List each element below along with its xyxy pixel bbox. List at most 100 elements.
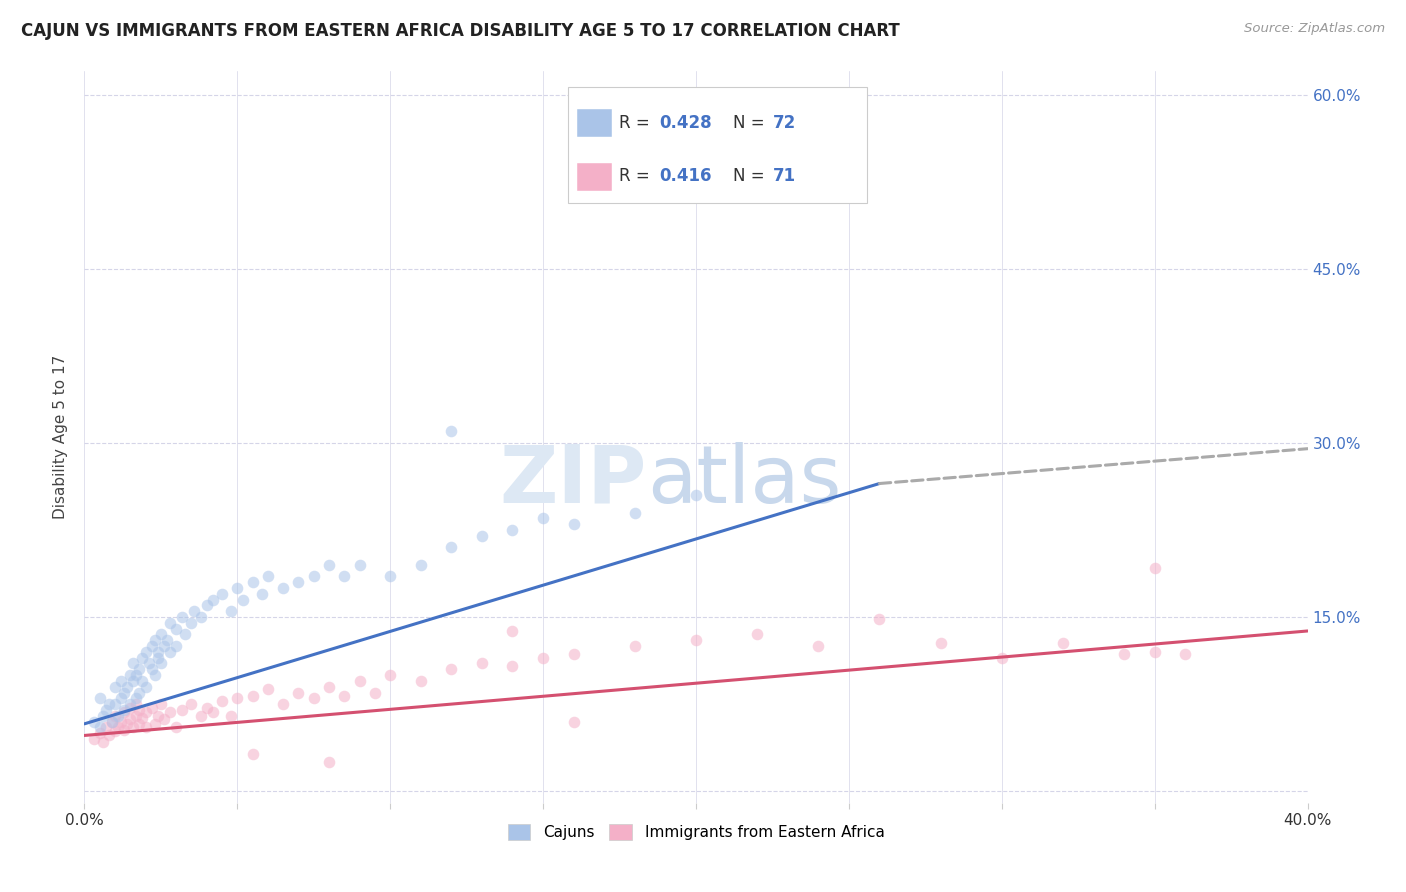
Point: [149, 657, 172, 671]
Point: [242, 689, 264, 703]
Point: [83, 731, 105, 746]
Point: [287, 685, 309, 699]
Point: [349, 558, 371, 572]
Point: [165, 639, 187, 653]
Point: [807, 639, 830, 653]
Point: [669, 169, 692, 183]
Point: [201, 592, 224, 607]
Point: [115, 680, 138, 694]
Point: [333, 569, 356, 583]
Point: [120, 697, 142, 711]
Point: [242, 747, 264, 761]
FancyBboxPatch shape: [568, 87, 868, 203]
Text: 0.416: 0.416: [659, 167, 711, 185]
Point: [869, 612, 891, 626]
Point: [211, 693, 233, 707]
Point: [125, 708, 148, 723]
Point: [141, 662, 163, 676]
Point: [112, 723, 135, 737]
Point: [110, 714, 132, 729]
Point: [287, 575, 309, 590]
Point: [135, 645, 157, 659]
Point: [101, 714, 124, 729]
Point: [180, 615, 202, 630]
Point: [1143, 645, 1166, 659]
Point: [120, 700, 142, 714]
Point: [318, 558, 340, 572]
Point: [242, 575, 264, 590]
Point: [110, 691, 132, 706]
Point: [232, 592, 254, 607]
Point: [409, 673, 432, 688]
Point: [104, 708, 127, 723]
Point: [135, 720, 157, 734]
Point: [128, 716, 150, 731]
Point: [112, 685, 135, 699]
Point: [502, 624, 524, 638]
Point: [531, 650, 554, 665]
Point: [156, 633, 179, 648]
Point: [122, 673, 145, 688]
Point: [143, 633, 166, 648]
Point: [159, 645, 181, 659]
Bar: [578, 163, 612, 191]
Point: [1143, 561, 1166, 575]
Point: [180, 697, 202, 711]
Point: [440, 424, 463, 438]
Point: [471, 657, 494, 671]
Point: [364, 685, 387, 699]
Point: [562, 517, 585, 532]
Point: [91, 735, 114, 749]
Point: [471, 529, 494, 543]
Text: atlas: atlas: [647, 442, 841, 520]
Point: [112, 705, 135, 719]
Point: [94, 703, 117, 717]
Point: [1052, 635, 1074, 649]
Point: [128, 685, 150, 699]
Point: [624, 639, 647, 653]
Point: [125, 697, 148, 711]
Text: CAJUN VS IMMIGRANTS FROM EASTERN AFRICA DISABILITY AGE 5 TO 17 CORRELATION CHART: CAJUN VS IMMIGRANTS FROM EASTERN AFRICA …: [21, 22, 900, 40]
Point: [94, 720, 117, 734]
Point: [135, 680, 157, 694]
Point: [97, 729, 120, 743]
Text: Source: ZipAtlas.com: Source: ZipAtlas.com: [1244, 22, 1385, 36]
Point: [83, 714, 105, 729]
Point: [747, 627, 769, 641]
Point: [143, 716, 166, 731]
Point: [502, 523, 524, 537]
Point: [201, 705, 224, 719]
Point: [104, 680, 127, 694]
Point: [141, 639, 163, 653]
Point: [97, 697, 120, 711]
Point: [110, 673, 132, 688]
Point: [141, 700, 163, 714]
Point: [138, 657, 160, 671]
Point: [128, 662, 150, 676]
Point: [409, 558, 432, 572]
Point: [226, 691, 249, 706]
Point: [250, 587, 273, 601]
Point: [112, 703, 135, 717]
Point: [195, 700, 218, 714]
Point: [104, 723, 127, 738]
Point: [991, 650, 1014, 665]
Point: [146, 708, 169, 723]
Point: [122, 720, 145, 734]
Point: [143, 668, 166, 682]
Point: [122, 657, 145, 671]
Point: [89, 726, 111, 740]
Point: [89, 720, 111, 734]
Point: [159, 705, 181, 719]
Y-axis label: Disability Age 5 to 17: Disability Age 5 to 17: [53, 355, 69, 519]
Text: 72: 72: [773, 114, 796, 132]
Point: [624, 506, 647, 520]
Point: [174, 627, 197, 641]
Text: 71: 71: [773, 167, 796, 185]
Point: [131, 650, 153, 665]
Point: [271, 581, 294, 595]
Point: [165, 622, 187, 636]
Point: [302, 569, 325, 583]
Text: R =: R =: [619, 114, 655, 132]
Point: [349, 673, 371, 688]
